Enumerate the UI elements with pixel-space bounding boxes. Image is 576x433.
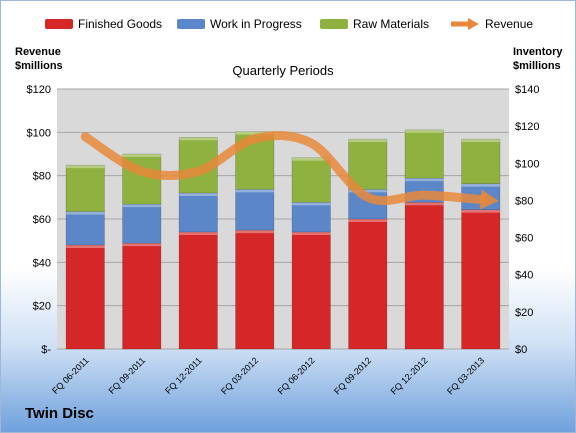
bar-highlight [292,232,331,235]
bar-finished [404,201,444,350]
right-tick-label: $60 [515,233,533,245]
bar-wip [235,188,275,231]
bar-highlight [405,129,444,133]
x-category-label: FQ 03-2013 [445,355,486,396]
bar-raw [348,138,388,190]
bar-highlight [66,245,105,248]
bar-finished [291,231,331,350]
bar-highlight [66,211,105,215]
left-tick-label: $40 [33,257,51,269]
legend-item-wip: Work in Progress [177,17,302,31]
bar-highlight [405,178,444,182]
bar-highlight [348,189,387,193]
legend-label-raw: Raw Materials [353,17,430,31]
x-category-label: FQ 12-2011 [163,355,204,396]
bar-raw [404,129,444,179]
bar-highlight [179,137,218,141]
right-tick-label: $120 [515,121,539,133]
left-tick-label: $120 [27,84,51,96]
right-axis-header-line2: $millions [513,60,561,72]
right-axis-header: Inventory $millions [513,45,563,73]
bar-highlight [66,165,105,169]
bar-raw [65,164,105,212]
x-category-label: FQ 06-2011 [50,355,91,396]
legend-item-finished: Finished Goods [45,17,162,31]
bar-wip [291,201,331,233]
bar-highlight [122,204,161,208]
chart-legend: Finished Goods Work in Progress Raw Materi… [45,13,565,35]
bar-finished [348,218,388,350]
bar-raw [291,157,331,203]
left-axis-header-line2: $millions [15,60,63,72]
bar-highlight [461,139,500,143]
left-tick-label: $20 [33,301,51,313]
right-tick-label: $20 [515,307,533,319]
bar-highlight [461,183,500,187]
bar-highlight [235,189,274,193]
left-axis-header: Revenue $millions [15,45,63,73]
legend-swatch-revenue [450,17,480,31]
legend-item-raw: Raw Materials [320,17,429,31]
revenue-arrowhead [479,189,499,210]
right-tick-label: $80 [515,195,533,207]
legend-label-finished: Finished Goods [78,17,163,31]
legend-label-revenue: Revenue [485,17,534,31]
x-category-label: FQ 09-2012 [332,355,373,396]
bar-finished [65,244,105,350]
bar-highlight [292,202,331,206]
bar-highlight [292,157,331,161]
x-category-label: FQ 06-2012 [276,355,317,396]
legend-label-wip: Work in Progress [210,17,302,31]
bar-highlight [235,230,274,234]
x-category-label: FQ 12-2012 [389,355,430,396]
bar-raw [461,138,501,185]
right-tick-label: $140 [515,84,539,96]
revenue-line [80,131,486,206]
bar-highlight [179,193,218,196]
bar-wip [65,211,105,246]
right-axis-header-line1: Inventory [513,46,563,58]
bar-wip [178,192,218,233]
bar-highlight [122,154,161,157]
right-tick-label: $100 [515,158,539,170]
legend-swatch-raw [320,19,348,29]
legend-swatch-wip [177,19,205,29]
x-category-label: FQ 03-2012 [219,355,260,396]
bar-highlight [179,232,218,235]
bar-highlight [405,202,444,206]
bar-highlight [348,139,387,143]
left-tick-label: $60 [33,214,51,226]
left-tick-label: $80 [33,171,51,183]
left-axis-header-line1: Revenue [15,46,61,58]
left-tick-label: $100 [27,127,51,139]
left-tick-label: $- [41,344,51,356]
bar-finished [235,229,275,350]
right-tick-label: $40 [515,270,533,282]
legend-swatch-finished [45,19,73,29]
x-category-label: FQ 09-2011 [107,355,148,396]
bar-wip [122,203,162,244]
bar-highlight [348,219,387,222]
plot-title: Quarterly Periods [232,63,334,78]
bar-finished [122,242,162,350]
bar-finished [461,209,501,350]
legend-item-revenue: Revenue [450,17,533,31]
bar-highlight [235,131,274,135]
bar-highlight [461,209,500,213]
bar-finished [178,231,218,350]
company-name: Twin Disc [25,405,94,422]
bar-highlight [122,243,161,247]
right-tick-label: $0 [515,344,527,356]
